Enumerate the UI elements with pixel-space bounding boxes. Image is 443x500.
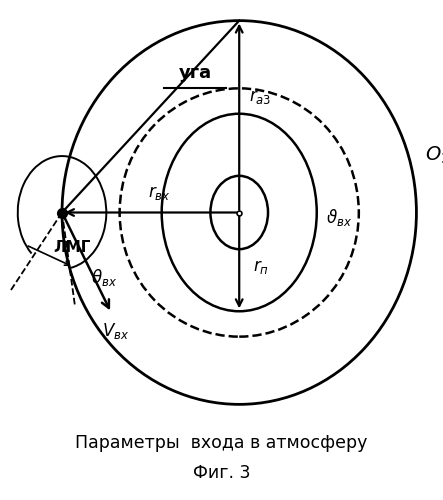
Text: $\theta_{вх}$: $\theta_{вх}$ <box>91 267 117 288</box>
Text: $r_{вх}$: $r_{вх}$ <box>148 184 171 202</box>
Text: уга: уга <box>179 64 211 82</box>
Text: $О_3$: $О_3$ <box>425 144 443 166</box>
Text: $r_{п}$: $r_{п}$ <box>253 258 268 276</box>
Text: ЛМГ: ЛМГ <box>53 240 90 255</box>
Text: $V_{вх}$: $V_{вх}$ <box>102 320 129 340</box>
Text: $r_{a3}$: $r_{a3}$ <box>249 88 272 106</box>
Text: Фиг. 3: Фиг. 3 <box>193 464 250 481</box>
Text: Параметры  входа в атмосферу: Параметры входа в атмосферу <box>75 434 368 452</box>
Text: $\vartheta_{вх}$: $\vartheta_{вх}$ <box>326 207 352 228</box>
